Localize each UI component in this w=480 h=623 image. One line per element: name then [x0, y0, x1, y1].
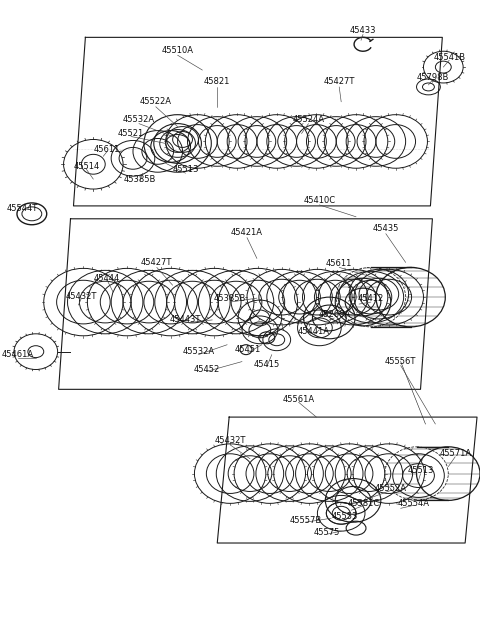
Text: 45513: 45513 [408, 466, 434, 475]
Text: 45556T: 45556T [385, 357, 416, 366]
Text: 45412: 45412 [358, 293, 384, 303]
Text: 45561A: 45561A [283, 395, 314, 404]
Text: 45514: 45514 [73, 162, 99, 171]
Text: 45513: 45513 [172, 164, 199, 174]
Text: 45553: 45553 [332, 511, 359, 521]
Text: 45581C: 45581C [348, 499, 380, 508]
Text: 45532A: 45532A [182, 347, 215, 356]
Text: 45432T: 45432T [66, 292, 97, 301]
Text: 45443T: 45443T [170, 315, 201, 325]
Text: 45441A: 45441A [298, 327, 329, 336]
Text: 45435: 45435 [372, 224, 399, 233]
Text: 45522A: 45522A [140, 97, 172, 107]
Text: 45432T: 45432T [215, 436, 246, 445]
Text: 45452: 45452 [193, 365, 219, 374]
Text: 45611: 45611 [94, 145, 120, 154]
Text: 45451: 45451 [235, 345, 261, 354]
Text: 45557B: 45557B [289, 516, 322, 525]
Text: 45510A: 45510A [162, 45, 193, 55]
Text: 45427T: 45427T [141, 258, 172, 267]
Text: 45821: 45821 [204, 77, 230, 87]
Text: 45571A: 45571A [439, 449, 471, 459]
Text: 45524A: 45524A [292, 115, 324, 124]
Text: 45521: 45521 [118, 129, 144, 138]
Text: 45532A: 45532A [123, 115, 155, 124]
Text: 45410C: 45410C [303, 196, 336, 206]
Text: 45461A: 45461A [2, 350, 34, 359]
Text: 45552A: 45552A [375, 484, 407, 493]
Text: 45611: 45611 [326, 259, 352, 268]
Text: 45575: 45575 [314, 528, 340, 536]
Text: 45798B: 45798B [416, 72, 449, 82]
Text: 45541B: 45541B [433, 53, 465, 62]
Text: 45269A: 45269A [318, 310, 350, 320]
Text: 45554A: 45554A [397, 499, 430, 508]
Text: 45444: 45444 [94, 273, 120, 283]
Text: 45385B: 45385B [214, 293, 246, 303]
Text: 45385B: 45385B [124, 174, 156, 184]
Text: 45427T: 45427T [324, 77, 355, 87]
Text: 45433: 45433 [350, 26, 376, 35]
Text: 45544T: 45544T [6, 204, 37, 214]
Text: 45415: 45415 [254, 360, 280, 369]
Text: 45421A: 45421A [231, 228, 263, 237]
